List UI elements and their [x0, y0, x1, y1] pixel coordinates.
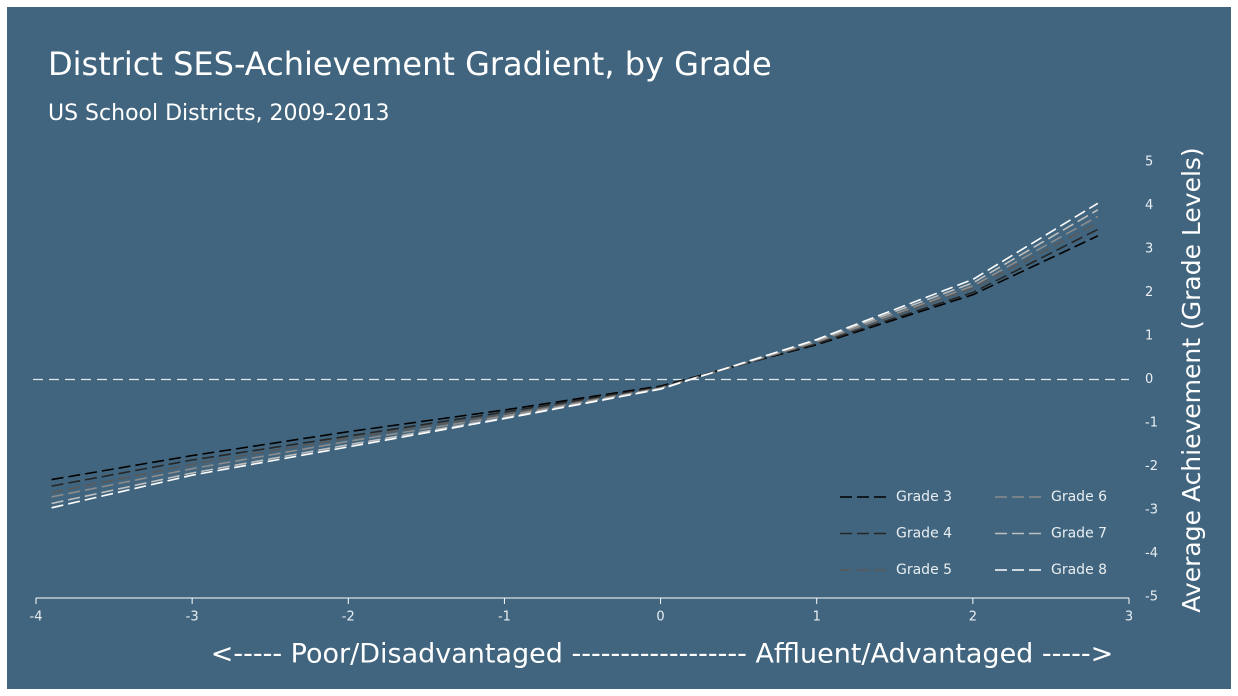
- y-tick-label: 5: [1145, 155, 1153, 170]
- y-tick-label: 1: [1145, 329, 1153, 344]
- x-tick-label: 1: [813, 610, 821, 625]
- y-tick-label: -2: [1145, 459, 1158, 474]
- series-line: [51, 202, 1099, 509]
- y-tick-label: -4: [1145, 546, 1158, 561]
- legend-label: Grade 3: [896, 489, 952, 505]
- series-line: [51, 228, 1099, 487]
- x-tick-label: -4: [30, 610, 43, 625]
- chart-title: District SES-Achievement Gradient, by Gr…: [48, 45, 772, 83]
- series-line: [51, 215, 1099, 498]
- y-tick-label: -3: [1145, 503, 1158, 518]
- legend-label: Grade 7: [1051, 526, 1107, 542]
- series-line: [51, 222, 1099, 494]
- x-axis-title: <----- Poor/Disadvantaged --------------…: [211, 639, 1114, 670]
- x-tick-label: 2: [969, 610, 977, 625]
- series-line: [51, 209, 1099, 505]
- y-tick-label: 0: [1145, 372, 1153, 387]
- x-tick-label: 3: [1125, 610, 1133, 625]
- legend-label: Grade 4: [896, 526, 952, 542]
- legend-label: Grade 8: [1051, 562, 1107, 578]
- y-tick-label: -5: [1145, 590, 1158, 605]
- series-line: [51, 235, 1099, 481]
- x-tick-label: 0: [656, 610, 664, 625]
- x-tick-label: -2: [342, 610, 355, 625]
- chart-subtitle: US School Districts, 2009-2013: [48, 101, 389, 126]
- y-tick-label: -1: [1145, 416, 1158, 431]
- legend-label: Grade 5: [896, 562, 952, 578]
- chart-background: [7, 7, 1231, 689]
- x-tick-label: -1: [498, 610, 511, 625]
- y-tick-label: 4: [1145, 198, 1153, 213]
- y-tick-label: 3: [1145, 242, 1153, 257]
- legend-label: Grade 6: [1051, 489, 1107, 505]
- y-axis-title: Average Achievement (Grade Levels): [1177, 147, 1206, 612]
- y-tick-label: 2: [1145, 285, 1153, 300]
- x-tick-label: -3: [186, 610, 199, 625]
